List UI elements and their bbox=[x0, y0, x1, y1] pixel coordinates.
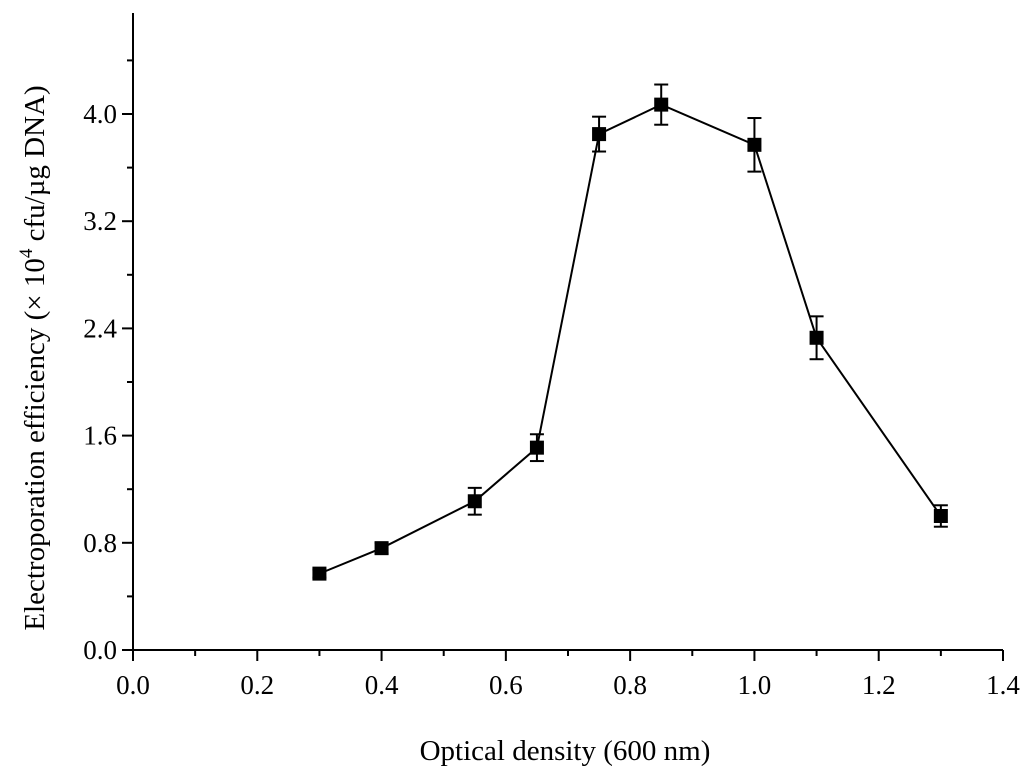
x-tick-label: 0.2 bbox=[240, 670, 274, 700]
y-axis-title-main: Electroporation efficiency (× 10 bbox=[19, 258, 51, 631]
tick-labels: 0.0 0.2 0.4 0.6 0.8 1.0 1.2 1.4 0.0 0.8 1.6 2.4 3.2 4… bbox=[83, 99, 1020, 700]
y-tick-label: 2.4 bbox=[83, 313, 117, 343]
y-axis-title: Electroporation efficiency (× 104 cfu/µg… bbox=[16, 85, 51, 630]
x-tick-label: 0.0 bbox=[116, 670, 150, 700]
x-tick-label: 0.8 bbox=[613, 670, 647, 700]
data-point-marker bbox=[374, 541, 389, 556]
data-point-marker bbox=[312, 566, 327, 581]
data-point-marker bbox=[467, 494, 482, 509]
ticks bbox=[122, 59, 1004, 661]
data-point-marker bbox=[592, 127, 607, 142]
data-point-marker bbox=[529, 440, 544, 455]
x-tick-label: 1.0 bbox=[738, 670, 772, 700]
data-point-marker bbox=[747, 137, 762, 152]
axes bbox=[132, 13, 1003, 651]
x-axis-title: Optical density (600 nm) bbox=[420, 735, 711, 767]
y-axis-title-tail: cfu/µg DNA) bbox=[19, 85, 51, 248]
y-tick-label: 0.0 bbox=[83, 635, 117, 665]
data-point-marker bbox=[933, 509, 948, 523]
x-tick-label: 0.4 bbox=[365, 670, 399, 700]
y-tick-label: 4.0 bbox=[83, 99, 117, 129]
x-tick-label: 1.2 bbox=[862, 670, 896, 700]
y-axis-title-superscript: 4 bbox=[16, 248, 37, 258]
y-tick-label: 1.6 bbox=[83, 421, 117, 451]
data-point-marker bbox=[654, 97, 669, 112]
x-tick-label: 1.4 bbox=[986, 670, 1020, 700]
data-point-marker bbox=[809, 330, 824, 345]
series-layer bbox=[312, 83, 948, 581]
x-tick-label: 0.6 bbox=[489, 670, 523, 700]
y-tick-label: 3.2 bbox=[83, 206, 117, 236]
y-tick-label: 0.8 bbox=[83, 528, 117, 558]
series-line bbox=[319, 103, 942, 575]
